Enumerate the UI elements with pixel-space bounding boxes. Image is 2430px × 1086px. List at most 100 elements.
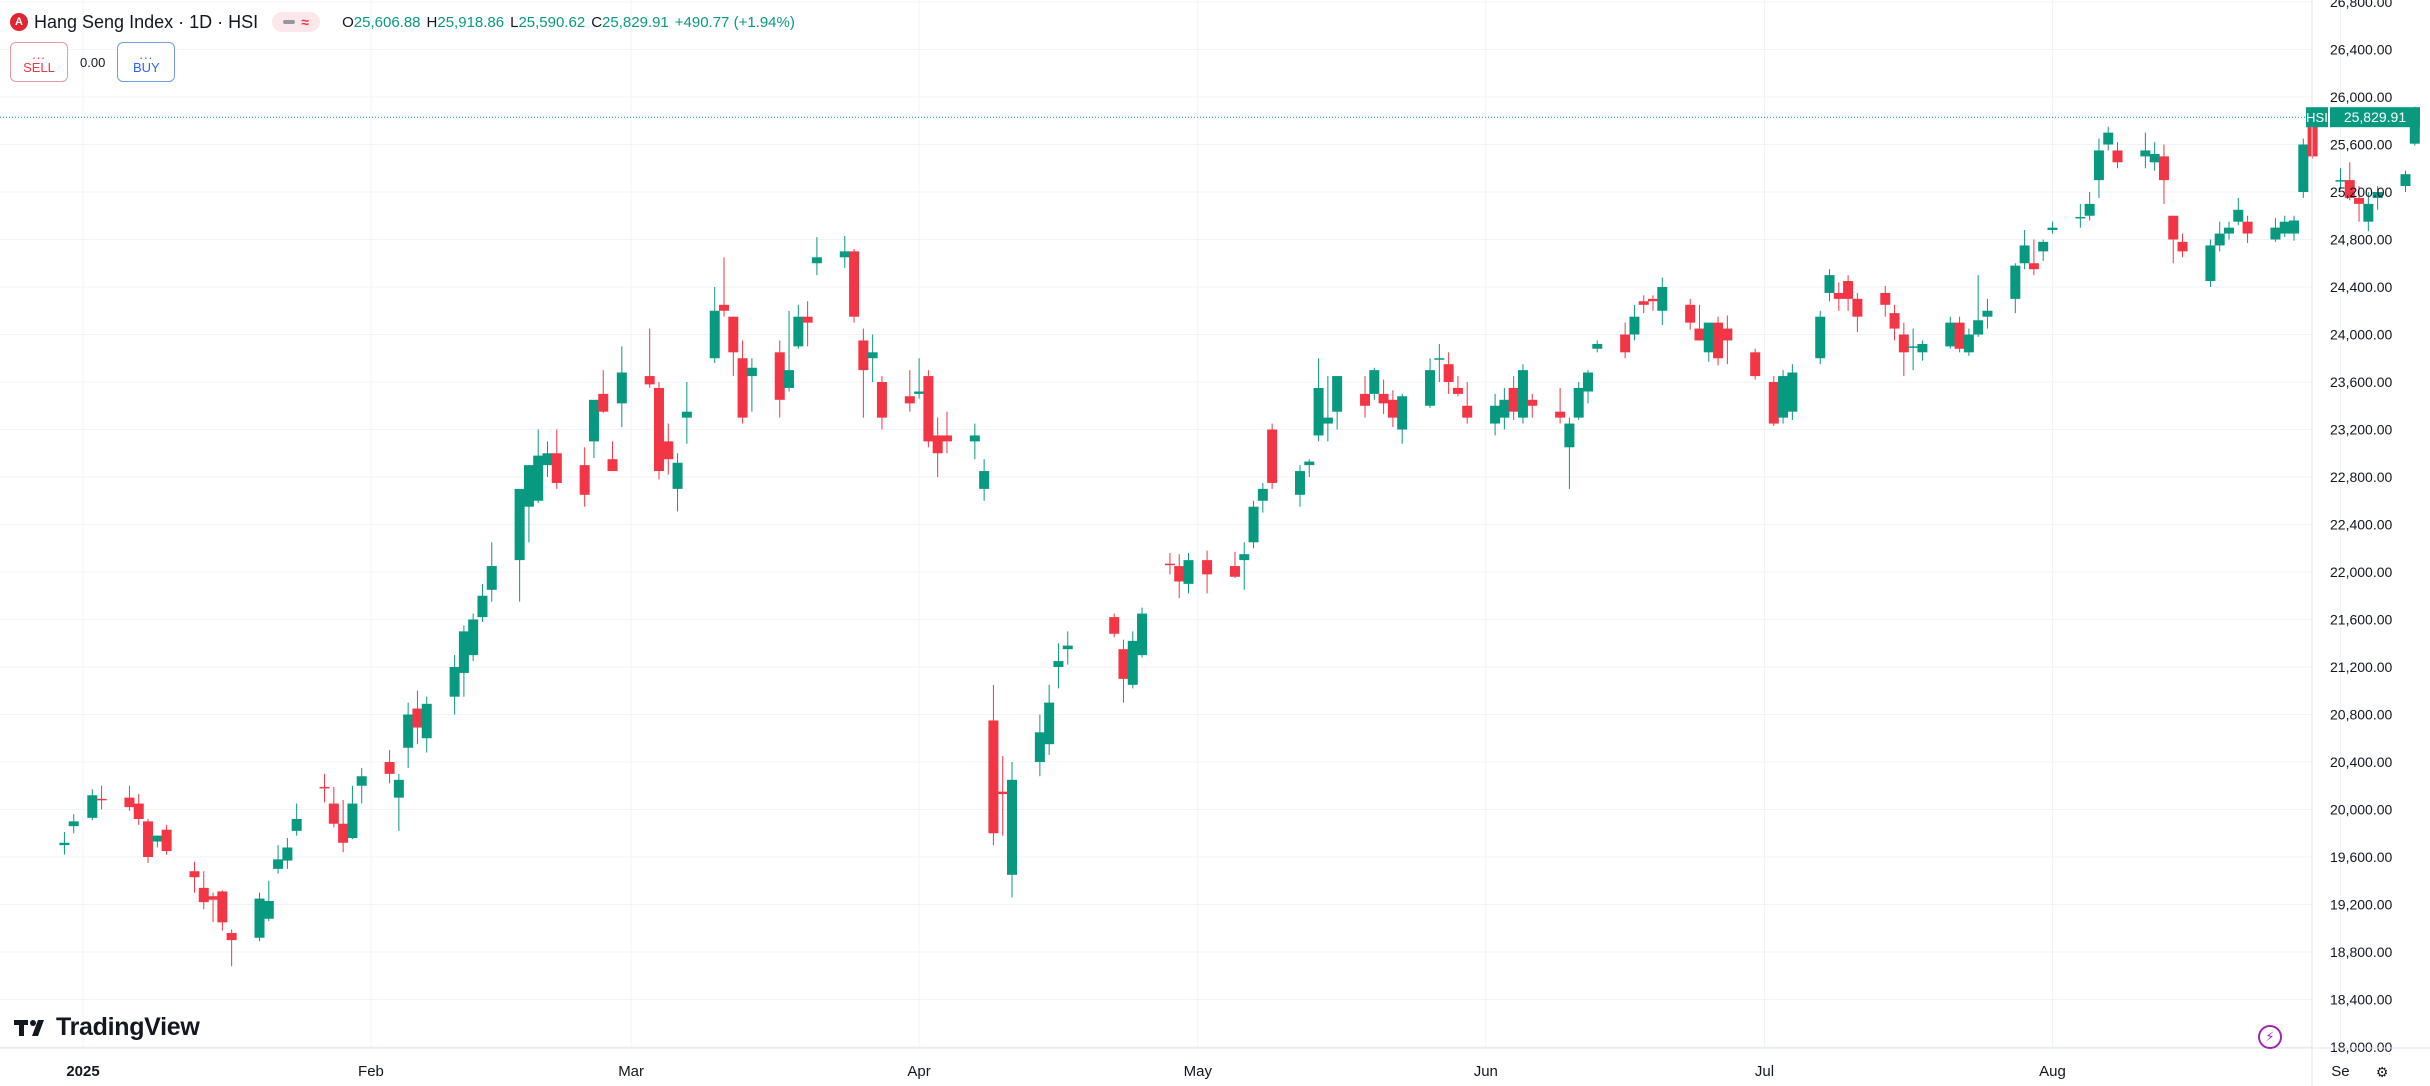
candle-body xyxy=(2158,156,2169,181)
candle-body xyxy=(347,803,358,838)
candle xyxy=(1638,295,1649,314)
candle xyxy=(226,929,237,967)
candle-body xyxy=(1109,617,1120,634)
tradingview-logo[interactable]: TradingView xyxy=(14,1013,200,1042)
candle xyxy=(2010,263,2021,314)
candle xyxy=(477,583,488,622)
candle-body xyxy=(263,900,274,919)
candle xyxy=(1202,550,1213,594)
candle-body xyxy=(1378,393,1389,404)
price-axis: 18,000.00 18,400.00 18,800.00 19,200.00 19,6… xyxy=(2306,0,2420,1086)
candle xyxy=(1945,316,1956,349)
candle-body xyxy=(1267,429,1278,483)
candle-body xyxy=(1852,298,1863,317)
candle xyxy=(2372,186,2383,210)
candle-body xyxy=(2103,132,2114,145)
symbol-title[interactable]: Hang Seng Index · 1D · HSI xyxy=(34,11,259,32)
candle xyxy=(468,613,479,662)
candle xyxy=(2242,215,2253,244)
candle-body xyxy=(876,382,887,418)
candle xyxy=(1582,370,1593,404)
candle-body xyxy=(542,453,553,466)
candle xyxy=(1443,352,1454,394)
candle-body xyxy=(2214,233,2225,246)
candle-body xyxy=(774,352,785,400)
candle xyxy=(2103,126,2114,151)
candle xyxy=(579,447,590,507)
candle xyxy=(486,542,497,602)
candle xyxy=(2140,132,2151,169)
candle-body xyxy=(2409,117,2420,144)
candle-body xyxy=(59,842,70,846)
candle xyxy=(1954,316,1965,353)
candle xyxy=(1109,613,1120,638)
candle xyxy=(1750,348,1761,380)
candle-body xyxy=(802,316,813,323)
candle xyxy=(839,235,850,268)
candle-body xyxy=(2084,203,2095,216)
price-tick-label: 19,600.00 xyxy=(2330,849,2392,865)
candle xyxy=(2168,215,2179,264)
candle xyxy=(2158,144,2169,204)
ohlc-low: L25,590.62 xyxy=(510,13,586,31)
settings-gear-icon[interactable]: ⚙ xyxy=(2375,1063,2389,1080)
candle xyxy=(774,340,785,418)
candle xyxy=(1843,275,1854,311)
candle-body xyxy=(1490,405,1501,424)
candle-body xyxy=(1778,376,1789,418)
candle-body xyxy=(784,370,795,388)
candle xyxy=(254,892,265,942)
candle-body xyxy=(1564,423,1575,448)
candle xyxy=(1963,328,1974,356)
candle-body xyxy=(839,251,850,258)
candle xyxy=(2233,197,2244,226)
candle xyxy=(1229,551,1240,578)
price-tick-label: 26,000.00 xyxy=(2330,89,2392,105)
candle-body xyxy=(198,887,209,903)
candle xyxy=(2344,162,2355,201)
candle-body xyxy=(728,316,739,353)
price-tick-label: 18,800.00 xyxy=(2330,944,2392,960)
candle-body xyxy=(644,376,655,385)
candle-body xyxy=(2270,227,2281,240)
sell-button[interactable]: ... SELL xyxy=(10,42,68,82)
candle-body xyxy=(1973,320,1984,335)
symbol-logo-icon[interactable]: A xyxy=(10,13,28,31)
candle xyxy=(2149,142,2160,171)
candle xyxy=(1360,376,1371,418)
candle xyxy=(1462,382,1473,424)
candle xyxy=(2038,239,2049,261)
hide-icon xyxy=(283,20,296,24)
candle-body xyxy=(1229,566,1240,577)
candle-body xyxy=(1582,372,1593,392)
candle xyxy=(1294,465,1305,507)
candle-body xyxy=(598,393,609,412)
candle xyxy=(1713,316,1724,366)
candle xyxy=(2112,142,2123,169)
candle xyxy=(319,773,330,803)
candle xyxy=(1387,390,1398,428)
candle-body xyxy=(607,459,618,472)
candle-body xyxy=(1164,563,1175,566)
candle xyxy=(728,316,739,377)
candle xyxy=(1508,376,1519,420)
candle xyxy=(449,655,460,715)
candle-body xyxy=(2298,144,2309,192)
candle-body xyxy=(2047,227,2058,230)
candle-body xyxy=(1322,417,1333,424)
candle-body xyxy=(1053,661,1064,667)
visibility-toggle[interactable]: ≈ xyxy=(272,12,321,32)
candle-body xyxy=(2149,154,2160,163)
candle xyxy=(1555,387,1566,424)
candle-body xyxy=(2335,180,2346,182)
candle-body xyxy=(2223,227,2234,234)
lightning-icon[interactable]: ⚡ xyxy=(2258,1025,2282,1049)
candle-body xyxy=(468,619,479,656)
buy-button[interactable]: ... BUY xyxy=(117,42,176,82)
time-tick-label: Feb xyxy=(358,1063,384,1080)
candle xyxy=(68,814,79,834)
candle xyxy=(273,845,284,874)
candle-body xyxy=(2093,150,2104,181)
candle-body xyxy=(1452,387,1463,394)
